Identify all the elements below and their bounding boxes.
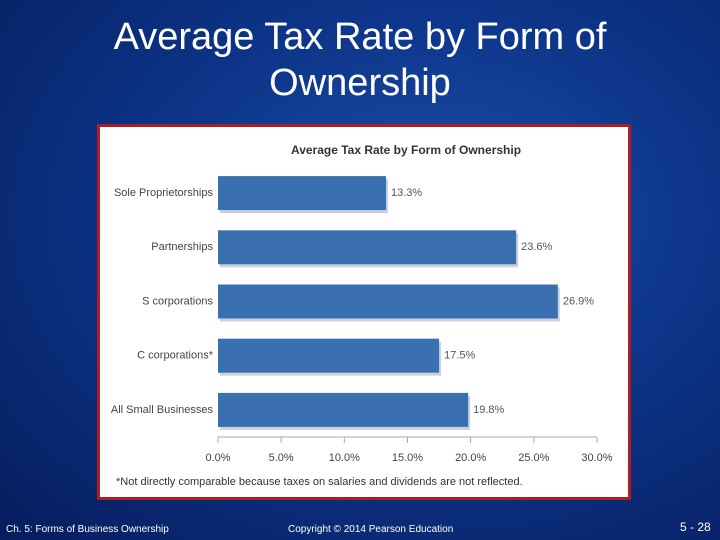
y-tick-label: Partnerships (151, 241, 213, 253)
footer-chapter: Ch. 5: Forms of Business Ownership (6, 524, 169, 535)
bar (218, 230, 517, 265)
slide-title: Average Tax Rate by Form of Ownership (113, 16, 607, 104)
x-tick-label: 10.0% (329, 452, 360, 464)
chart-title: Average Tax Rate by Form of Ownership (291, 143, 521, 157)
footnote: *Not directly comparable because taxes o… (116, 476, 523, 488)
y-tick-label: Sole Proprietorships (114, 187, 214, 199)
value-label: 19.8% (473, 404, 504, 416)
value-label: 17.5% (444, 350, 475, 362)
value-label: 26.9% (563, 295, 594, 307)
x-tick-label: 25.0% (518, 452, 549, 464)
x-tick-label: 0.0% (205, 452, 230, 464)
y-tick-label: C corporations* (137, 350, 214, 362)
bar (218, 338, 440, 373)
bar (218, 284, 558, 319)
y-tick-label: S corporations (142, 295, 213, 307)
x-tick-label: 30.0% (581, 452, 612, 464)
x-tick-label: 15.0% (392, 452, 423, 464)
bar (218, 176, 387, 211)
footer-copyright: Copyright © 2014 Pearson Education (288, 524, 454, 535)
y-tick-label: All Small Businesses (111, 404, 214, 416)
value-label: 23.6% (521, 241, 552, 253)
bar (218, 392, 469, 427)
footer-page: 5 - 28 (680, 520, 711, 534)
x-tick-label: 5.0% (269, 452, 294, 464)
x-tick-label: 20.0% (455, 452, 486, 464)
value-label: 13.3% (391, 187, 422, 199)
